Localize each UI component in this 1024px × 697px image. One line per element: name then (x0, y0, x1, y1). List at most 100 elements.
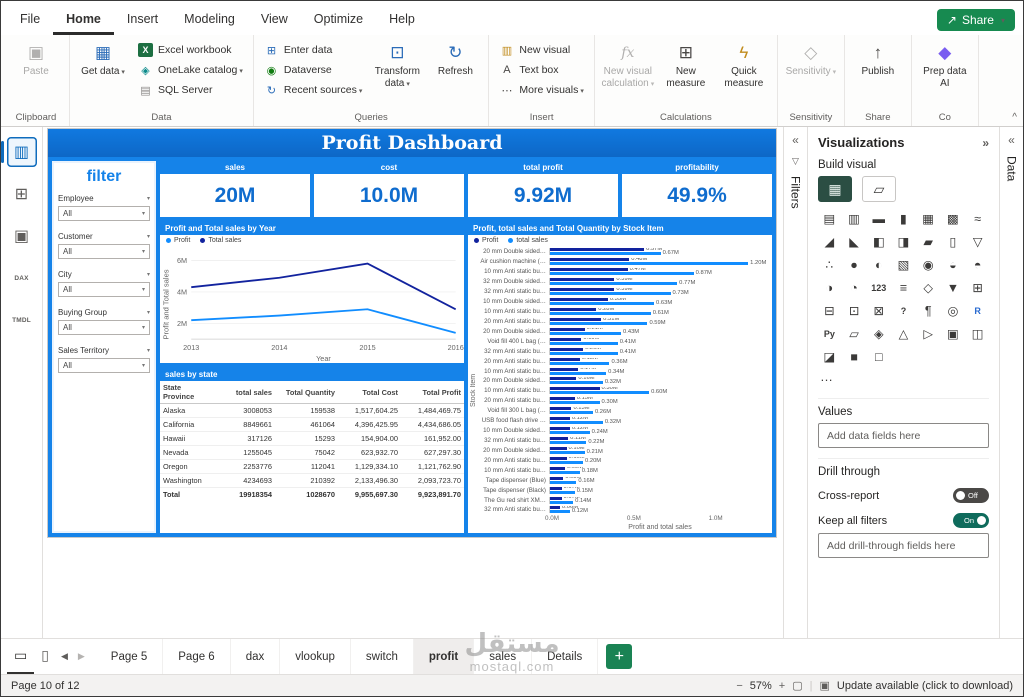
menu-tab-file[interactable]: File (20, 12, 41, 26)
menu-tab-optimize[interactable]: Optimize (313, 12, 364, 26)
paginated-report-icon[interactable]: ▱ (849, 327, 859, 341)
sales-bar[interactable] (550, 391, 650, 395)
profit-bar[interactable] (550, 288, 615, 292)
stacked-area-chart-icon[interactable]: ◣ (849, 235, 859, 249)
qa-visual-icon[interactable]: ? (900, 305, 907, 316)
sales-bar[interactable] (550, 460, 584, 464)
power-automate-visual-icon[interactable]: ▷ (923, 327, 934, 341)
hundred-stacked-bar-chart-icon[interactable]: ▦ (922, 212, 935, 226)
map-icon[interactable]: ◉ (922, 258, 934, 272)
r-script-visual-icon[interactable]: R (974, 305, 981, 316)
prep-data-ai-button[interactable]: ◆ Prep data AI (917, 38, 973, 90)
profit-bar[interactable] (550, 298, 608, 302)
sql-server-button[interactable]: ▤ SQL Server (133, 81, 248, 99)
menu-tab-help[interactable]: Help (389, 12, 415, 26)
scatter-chart-icon[interactable]: ∴ (825, 258, 834, 272)
expand-data-icon[interactable]: « (1008, 133, 1015, 147)
slicer-dropdown-sales-territory[interactable]: All ▾ (58, 358, 150, 373)
decomposition-tree-icon[interactable]: ⊠ (873, 304, 885, 318)
slicer-icon[interactable]: ▼ (946, 280, 960, 295)
values-field-well[interactable]: Add data fields here (818, 423, 989, 448)
profit-bar[interactable] (550, 456, 567, 460)
sales-bar[interactable] (550, 401, 600, 405)
kpi-card-total-profit[interactable]: total profit 9.92M (468, 161, 618, 217)
profit-bar[interactable] (550, 407, 572, 411)
publish-button[interactable]: ↑ Publish (850, 38, 906, 79)
sales-bar[interactable] (550, 490, 575, 494)
metrics-icon[interactable]: ◎ (947, 304, 959, 318)
profit-bar[interactable] (550, 307, 597, 311)
table-view-button[interactable]: ⊞ (7, 179, 37, 209)
get-data-button[interactable]: ▦ Get data ▾ (75, 38, 131, 79)
data-pane-collapsed[interactable]: « Data (999, 127, 1023, 638)
profit-bar[interactable] (550, 496, 562, 500)
menu-tab-modeling[interactable]: Modeling (184, 12, 235, 26)
slicer-dropdown-employee[interactable]: All ▾ (58, 206, 150, 221)
profit-bar[interactable] (550, 357, 580, 361)
profit-bar[interactable] (550, 317, 602, 321)
more-visual-3-icon[interactable]: ◪ (823, 350, 836, 364)
profit-bar[interactable] (550, 466, 565, 470)
share-button[interactable]: ↗ Share ▾ (936, 9, 1015, 31)
previous-page-arrow[interactable]: ◀ (60, 651, 68, 661)
line-and-stacked-column-chart-icon[interactable]: ◧ (872, 235, 885, 249)
more-visual-4-icon[interactable]: ■ (850, 349, 858, 364)
waterfall-chart-icon[interactable]: ▯ (949, 235, 957, 249)
filters-pane-collapsed[interactable]: « ▽ Filters (783, 127, 807, 638)
profit-bar[interactable] (550, 367, 579, 371)
sales-bar[interactable] (550, 341, 618, 345)
line-chart-icon[interactable]: ≈ (974, 211, 982, 226)
gauge-icon[interactable]: ◔ (850, 280, 858, 295)
page-tab-page-6[interactable]: Page 6 (163, 639, 231, 674)
page-tab-profit[interactable]: profit (413, 639, 475, 674)
state-table[interactable]: State Province total sales Total Quantity T… (160, 381, 464, 501)
profit-bar[interactable] (550, 397, 575, 401)
profit-bar[interactable] (550, 248, 645, 252)
ribbon-chart-icon[interactable]: ▰ (923, 235, 934, 249)
line-and-clustered-column-chart-icon[interactable]: ◨ (897, 235, 910, 249)
sales-bar[interactable] (550, 510, 570, 514)
more-visual-2-icon[interactable]: ◫ (971, 327, 984, 341)
sales-bar[interactable] (550, 421, 603, 425)
refresh-button[interactable]: ↻ Refresh (427, 38, 483, 79)
line-chart[interactable]: 2M 4M 6M 2013 2014 2015 2016 Profit and Total s… (160, 246, 464, 363)
update-available-label[interactable]: Update available (click to download) (836, 679, 1013, 692)
next-page-arrow[interactable]: ▶ (77, 651, 85, 661)
clustered-bar-chart-icon[interactable]: ▬ (872, 211, 886, 226)
expand-filters-icon[interactable]: « (792, 133, 799, 147)
hundred-stacked-column-chart-icon[interactable]: ▩ (947, 212, 959, 226)
sales-bar[interactable] (550, 470, 580, 474)
more-visual-5-icon[interactable]: □ (875, 349, 883, 364)
sales-bar[interactable] (550, 311, 651, 315)
stacked-bar-chart-icon[interactable]: ▤ (823, 212, 836, 226)
sales-bar[interactable] (550, 371, 607, 375)
dax-query-view-button[interactable]: DAX (7, 263, 37, 293)
dataverse-button[interactable]: ◉ Dataverse (259, 61, 367, 79)
kpi-card-cost[interactable]: cost 10.0M (314, 161, 464, 217)
sales-bar[interactable] (550, 282, 678, 286)
sales-bar[interactable] (550, 351, 618, 355)
page-tab-dax[interactable]: dax (231, 639, 281, 674)
fit-to-page-icon[interactable]: ▢ (792, 680, 803, 692)
profit-bar[interactable] (550, 327, 585, 331)
arcgis-map-icon[interactable]: ◈ (873, 327, 884, 341)
format-visual-tab[interactable]: ▱ (862, 176, 896, 202)
profit-bar[interactable] (550, 387, 600, 391)
new-measure-button[interactable]: ⊞ New measure (658, 38, 714, 90)
profit-bar[interactable] (550, 337, 582, 341)
text-box-button[interactable]: A Text box (494, 61, 588, 79)
area-chart-icon[interactable]: ◢ (824, 235, 835, 249)
shape-map-icon[interactable]: ◓ (973, 257, 982, 272)
report-view-button[interactable]: ▥ (1, 137, 37, 167)
new-page-button[interactable]: + (606, 644, 633, 669)
profit-bar[interactable] (550, 377, 577, 381)
sales-bar[interactable] (550, 450, 585, 454)
menu-tab-view[interactable]: View (260, 12, 288, 26)
more-visual-1-icon[interactable]: ▣ (947, 327, 959, 341)
azure-map-icon[interactable]: ◑ (825, 280, 834, 295)
sales-bar[interactable] (550, 321, 648, 325)
power-apps-visual-icon[interactable]: △ (898, 327, 909, 341)
card-icon[interactable]: 123 (871, 282, 887, 293)
funnel-chart-icon[interactable]: ▽ (972, 235, 983, 249)
more-visuals-ellipsis-icon[interactable]: … (820, 369, 835, 384)
